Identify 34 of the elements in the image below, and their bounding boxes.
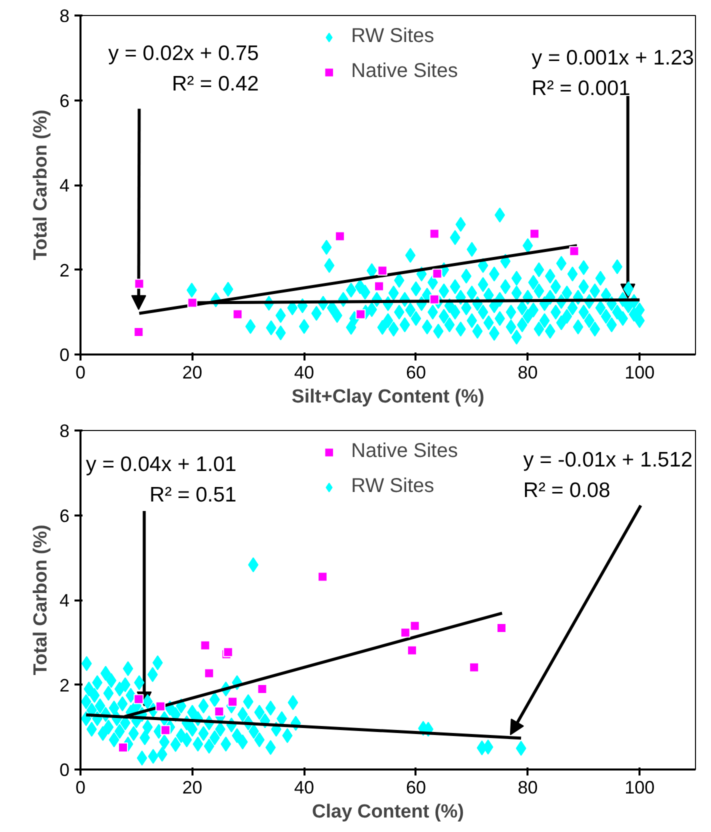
y-tick-label: 8 <box>59 421 70 441</box>
y-tick-label: 8 <box>59 6 70 26</box>
x-tick-label: 60 <box>406 362 426 382</box>
y-tick-label: 6 <box>59 506 70 526</box>
x-tick-label: 20 <box>182 778 202 798</box>
annotation: y = 0.02x + 0.75 R² = 0.42 <box>108 42 259 96</box>
annotation: y = -0.01x + 1.512 R² = 0.08 <box>523 448 693 502</box>
x-axis-title: Clay Content (%) <box>312 802 464 822</box>
y-tick-label: 4 <box>59 590 70 610</box>
x-tick-label: 80 <box>518 362 538 382</box>
x-tick-label: 0 <box>75 362 86 382</box>
y-tick-label: 0 <box>59 345 70 365</box>
x-tick-label: 20 <box>182 362 202 382</box>
x-tick-label: 80 <box>518 778 538 798</box>
legend-label: Native Sites <box>351 60 458 83</box>
x-tick-label: 40 <box>294 778 314 798</box>
x-tick-label: 60 <box>406 778 426 798</box>
y-tick-label: 4 <box>59 176 70 196</box>
x-tick-label: 100 <box>624 362 655 382</box>
y-tick-label: 0 <box>59 760 70 780</box>
y-tick-label: 2 <box>59 260 70 280</box>
y-tick-label: 2 <box>59 675 70 696</box>
annotation: y = 0.001x + 1.23 R² = 0.001 <box>532 46 694 100</box>
y-axis-title: Total Carbon (%) <box>30 524 52 676</box>
x-tick-label: 40 <box>294 362 314 382</box>
annotation: y = 0.04x + 1.01 R² = 0.51 <box>86 452 236 506</box>
legend-label: Native Sites <box>351 440 458 463</box>
legend-label: RW Sites <box>351 25 434 48</box>
y-tick-label: 6 <box>59 90 70 111</box>
x-tick-label: 0 <box>75 778 86 798</box>
y-axis-title: Total Carbon (%) <box>30 110 52 260</box>
x-tick-label: 100 <box>624 778 655 798</box>
x-axis-title: Silt+Clay Content (%) <box>292 386 484 408</box>
legend-label: RW Sites <box>351 475 434 498</box>
